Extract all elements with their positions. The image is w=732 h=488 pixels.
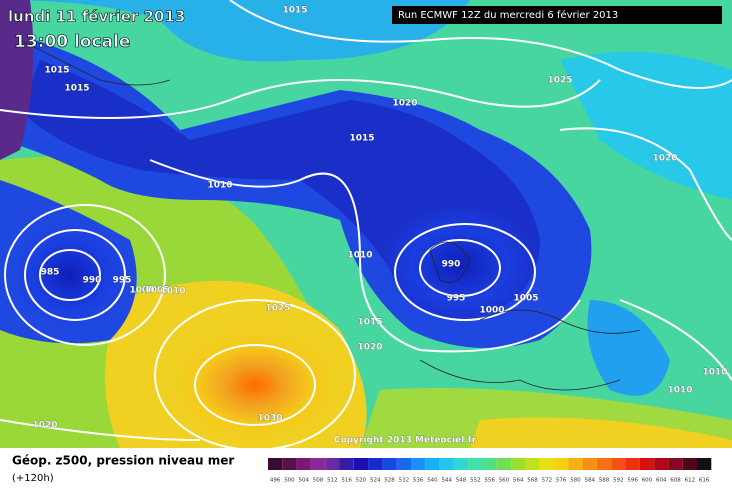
isobar-label: 1005 [144, 286, 169, 296]
colorbar-cell [639, 458, 655, 470]
colorbar-cell [368, 458, 383, 470]
isobar-label: 1015 [44, 66, 69, 76]
colorbar-tick: 596 [627, 478, 638, 484]
colorbar-cell [339, 458, 354, 470]
colorbar-tick: 604 [656, 478, 667, 484]
colorbar-cell [697, 458, 712, 470]
colorbar-cell [668, 458, 683, 470]
colorbar-tick: 592 [613, 478, 624, 484]
legend-lead: (+120h) [12, 473, 54, 484]
isobar-label: 995 [447, 294, 466, 304]
isobar-label: 1015 [282, 6, 307, 16]
colorbar-cell [468, 458, 483, 470]
colorbar-cell [611, 458, 626, 470]
colorbar-cell [425, 458, 440, 470]
isobar-label: 1015 [64, 84, 89, 94]
isobar-label: 1020 [652, 154, 677, 164]
colorbar-tick: 568 [527, 478, 538, 484]
colorbar-tick: 616 [699, 478, 710, 484]
colorbar-tick: 500 [284, 478, 295, 484]
colorbar-tick: 560 [499, 478, 510, 484]
isobar-label: 1025 [265, 304, 290, 314]
colorbar-cell [439, 458, 454, 470]
colorbar-cell [296, 458, 311, 470]
colorbar-cell [353, 458, 369, 470]
isobar-label: 1015 [357, 318, 382, 328]
isobar-label: 1020 [392, 99, 417, 109]
colorbar-tick: 564 [513, 478, 524, 484]
colorbar-tick: 508 [313, 478, 324, 484]
colorbar-cell [482, 458, 497, 470]
colorbar-tick: 576 [556, 478, 567, 484]
colorbar-tick: 512 [327, 478, 338, 484]
isobar-label: 995 [113, 276, 132, 286]
isobar-label: 1025 [547, 76, 572, 86]
colorbar-cell [654, 458, 669, 470]
colorbar-tick: 608 [670, 478, 681, 484]
copyright: Copyright 2013 Meteociel.fr [334, 436, 477, 446]
colorbar-cell [511, 458, 526, 470]
run-info: Run ECMWF 12Z du mercredi 6 février 2013 [398, 9, 618, 21]
legend-title: Géop. z500, pression niveau mer [12, 454, 234, 468]
isobar-label: 985 [41, 268, 60, 278]
isobars [0, 0, 732, 441]
colorbar-tick: 572 [542, 478, 553, 484]
isobar-label: 1010 [702, 368, 727, 378]
colorbar-tick: 504 [299, 478, 310, 484]
colorbar-cell [568, 458, 583, 470]
colorbar-cell [325, 458, 340, 470]
colorbar-cell [453, 458, 469, 470]
colorbar-tick: 524 [370, 478, 381, 484]
colorbar-cell [282, 458, 297, 470]
colorbar-cell [268, 458, 283, 470]
colorbar-cell [582, 458, 597, 470]
isobar-label: 990 [442, 260, 461, 270]
run-box [392, 6, 722, 24]
isobar-label: 1010 [347, 251, 372, 261]
colorbar-tick: 520 [356, 478, 367, 484]
colorbar-cell [382, 458, 397, 470]
colorbar-tick: 528 [384, 478, 395, 484]
colorbar-cell [310, 458, 326, 470]
colorbar-tick: 540 [427, 478, 438, 484]
isobar-label: 1010 [160, 287, 185, 297]
colorbar-cell [411, 458, 426, 470]
colorbar-tick: 496 [270, 478, 281, 484]
colorbar-tick: 612 [685, 478, 696, 484]
isobar-label: 1020 [32, 421, 57, 431]
colorbar-tick: 552 [470, 478, 481, 484]
map-date: lundi 11 février 2013 [8, 8, 185, 26]
isobar-label: 1015 [349, 134, 374, 144]
isobar-label: 1000 [129, 286, 154, 296]
isobar-label: 1010 [207, 181, 232, 191]
isobar-label: 1010 [667, 386, 692, 396]
isobar-label: 1030 [257, 414, 282, 424]
isobar-label: 1005 [513, 294, 538, 304]
coastlines [19, 39, 641, 391]
colorbar-cell [596, 458, 612, 470]
colorbar-cell [525, 458, 540, 470]
colorbar-tick: 516 [341, 478, 352, 484]
colorbar-tick: 544 [442, 478, 453, 484]
isobar-label: 1000 [479, 306, 504, 316]
colorbar-cell [539, 458, 554, 470]
colorbar-cell [496, 458, 512, 470]
colorbar-tick: 580 [570, 478, 581, 484]
colorbar-tick: 532 [399, 478, 410, 484]
isobar-label: 1020 [357, 343, 382, 353]
map-time: 13:00 locale [14, 32, 130, 52]
colorbar-tick: 556 [484, 478, 495, 484]
isobar-label: 990 [83, 276, 102, 286]
colorbar-cell [625, 458, 640, 470]
colorbar-tick: 548 [456, 478, 467, 484]
colorbar-cell [554, 458, 569, 470]
colorbar-tick: 584 [585, 478, 596, 484]
colorbar-cell [682, 458, 697, 470]
colorbar-tick: 588 [599, 478, 610, 484]
colorbar-cell [396, 458, 411, 470]
colorbar-tick: 536 [413, 478, 424, 484]
colorbar-tick: 600 [642, 478, 653, 484]
